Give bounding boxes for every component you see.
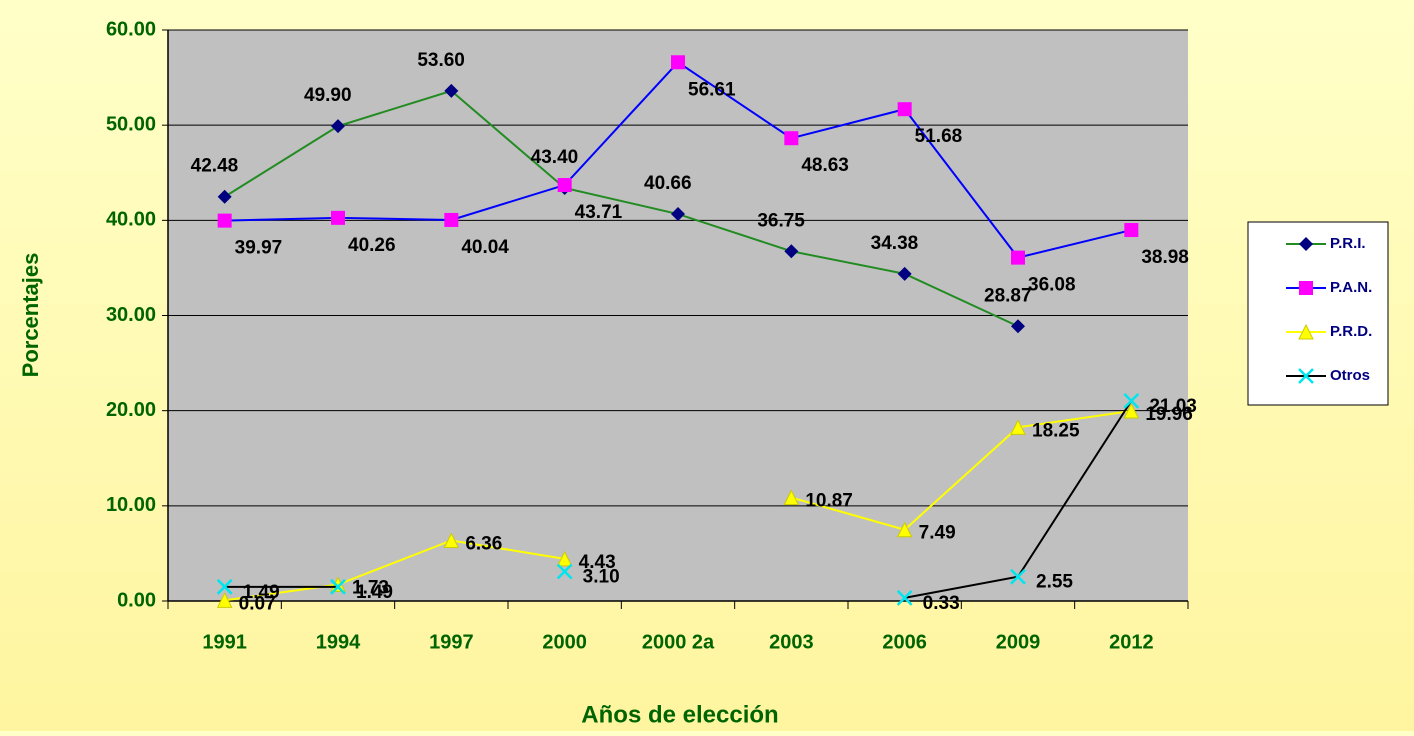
data-point: [217, 213, 232, 228]
legend-label: Otros: [1330, 367, 1370, 384]
data-point: [896, 589, 913, 606]
data-label: 7.49: [919, 523, 956, 544]
legend-marker: [1299, 281, 1313, 295]
data-label: 36.75: [757, 210, 805, 231]
data-point: [671, 207, 685, 222]
legend-label: P.R.D.: [1330, 323, 1372, 340]
x-tick-label: 2012: [1109, 631, 1154, 653]
data-point: [783, 489, 800, 506]
data-label: 0.07: [239, 593, 276, 614]
data-label: 56.61: [688, 79, 736, 100]
data-label: 43.71: [575, 202, 623, 223]
data-point: [897, 102, 912, 117]
data-label: 1.49: [243, 582, 280, 603]
data-label: 40.26: [348, 235, 396, 256]
data-label: 1.49: [356, 582, 393, 603]
data-point: [1011, 250, 1025, 265]
data-point: [331, 210, 345, 225]
data-point: [556, 563, 573, 580]
data-point: [897, 266, 912, 281]
x-tick-label: 2009: [996, 631, 1041, 653]
data-point: [216, 578, 233, 595]
y-tick-label: 0.00: [117, 589, 156, 611]
data-point: [784, 131, 799, 146]
data-point: [896, 521, 913, 538]
legend-marker: [1298, 323, 1314, 340]
data-label: 28.87: [984, 285, 1032, 306]
x-tick-label: 2000: [542, 631, 587, 653]
data-label: 42.48: [191, 156, 239, 177]
data-label: 3.10: [583, 567, 620, 588]
y-tick-label: 60.00: [106, 18, 156, 40]
data-label: 40.66: [644, 173, 692, 194]
legend: [1247, 221, 1389, 406]
data-point: [671, 55, 685, 70]
data-label: 43.40: [531, 147, 579, 168]
data-point: [1010, 568, 1026, 585]
data-label: 10.87: [805, 491, 853, 512]
data-label: 53.60: [417, 50, 465, 71]
series-line: [224, 89, 1019, 328]
data-label: 21.03: [1149, 396, 1197, 417]
data-point: [330, 578, 346, 595]
x-tick-label: 2006: [882, 631, 927, 653]
y-tick-label: 10.00: [106, 494, 156, 516]
x-tick-label: 2000 2a: [642, 631, 715, 653]
data-point: [443, 532, 460, 548]
data-label: 51.68: [915, 126, 963, 147]
data-point: [331, 119, 345, 134]
data-point: [1123, 392, 1140, 409]
data-point: [216, 592, 233, 608]
data-label: 34.38: [871, 233, 919, 254]
data-point: [1124, 223, 1139, 238]
legend-label: P.A.N.: [1330, 279, 1372, 296]
y-axis-title: Porcentajes: [18, 253, 43, 378]
data-point: [1123, 402, 1140, 419]
legend-marker: [1298, 368, 1314, 384]
data-label: 6.36: [465, 533, 502, 554]
data-point: [556, 550, 573, 567]
series-line: [224, 410, 1132, 602]
data-point: [217, 189, 232, 204]
data-point: [784, 244, 799, 259]
data-label: 39.97: [235, 238, 283, 259]
data-label: 0.33: [923, 593, 960, 614]
data-point: [1010, 419, 1026, 435]
data-label: 48.63: [801, 155, 849, 176]
data-label: 49.90: [304, 85, 352, 106]
data-label: 36.08: [1028, 275, 1076, 296]
data-point: [444, 83, 459, 98]
data-label: 40.04: [461, 237, 509, 258]
data-point: [444, 212, 459, 227]
data-label: 4.43: [579, 552, 616, 573]
x-tick-label: 1991: [202, 631, 247, 653]
data-label: 1.73: [352, 578, 389, 599]
y-tick-label: 50.00: [106, 113, 156, 135]
data-point: [1011, 319, 1025, 334]
x-tick-label: 1997: [429, 631, 474, 653]
y-tick-label: 40.00: [106, 209, 156, 231]
x-tick-label: 2003: [769, 631, 814, 653]
x-tick-label: 1994: [316, 631, 361, 653]
data-label: 38.98: [1141, 247, 1189, 268]
data-point: [557, 178, 572, 193]
legend-label: P.R.I.: [1330, 235, 1366, 252]
data-label: 19.96: [1145, 404, 1193, 425]
data-label: 18.25: [1032, 420, 1080, 441]
y-tick-label: 30.00: [106, 304, 156, 326]
y-tick-label: 20.00: [106, 399, 156, 421]
data-label: 2.55: [1036, 572, 1073, 593]
legend-marker: [1299, 237, 1313, 251]
x-axis-title: Años de elección: [581, 701, 778, 728]
